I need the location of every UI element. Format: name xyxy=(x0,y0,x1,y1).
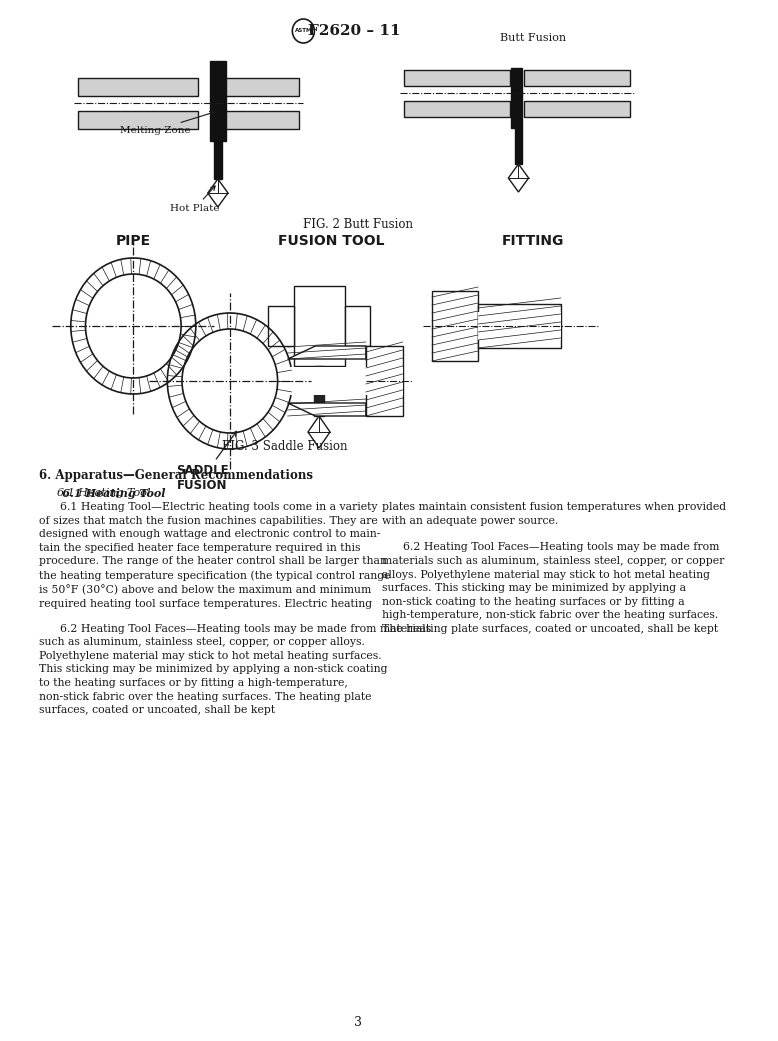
Bar xyxy=(432,291,478,361)
Text: 6.1 Heating Tool: 6.1 Heating Tool xyxy=(57,488,150,498)
FancyBboxPatch shape xyxy=(405,70,510,86)
Text: Melting Zone: Melting Zone xyxy=(120,111,214,135)
Text: FITTING: FITTING xyxy=(502,234,564,248)
Bar xyxy=(268,306,294,346)
Bar xyxy=(288,367,403,395)
Text: FIG. 3 Saddle Fusion: FIG. 3 Saddle Fusion xyxy=(223,439,348,453)
Bar xyxy=(515,128,522,164)
Bar xyxy=(511,68,522,128)
Bar xyxy=(366,346,403,416)
Text: 6.2 Heating Tool Faces—Heating tools may be made from materials
such as aluminum: 6.2 Heating Tool Faces—Heating tools may… xyxy=(39,624,431,715)
Bar xyxy=(214,141,222,179)
Bar xyxy=(478,312,561,340)
Text: FUSION TOOL: FUSION TOOL xyxy=(278,234,384,248)
FancyBboxPatch shape xyxy=(524,70,629,86)
Polygon shape xyxy=(288,403,366,416)
Polygon shape xyxy=(308,416,330,448)
Bar xyxy=(209,61,226,141)
Text: ASTM: ASTM xyxy=(295,28,312,33)
Text: F2620 – 11: F2620 – 11 xyxy=(307,24,400,39)
Text: SADDLE
FUSION: SADDLE FUSION xyxy=(176,431,237,492)
FancyBboxPatch shape xyxy=(78,111,198,129)
Text: Hot Plate: Hot Plate xyxy=(170,186,219,213)
Text: PIPE: PIPE xyxy=(116,234,151,248)
FancyBboxPatch shape xyxy=(225,78,299,96)
FancyBboxPatch shape xyxy=(405,101,510,117)
FancyBboxPatch shape xyxy=(225,111,299,129)
Bar xyxy=(478,304,561,348)
Bar xyxy=(294,286,345,366)
Text: 6.1 Heating Tool—Electric heating tools come in a variety
of sizes that match th: 6.1 Heating Tool—Electric heating tools … xyxy=(39,502,390,609)
Text: 6.2 Heating Tool Faces—Heating tools may be made from
materials such as aluminum: 6.2 Heating Tool Faces—Heating tools may… xyxy=(381,542,724,634)
FancyBboxPatch shape xyxy=(524,101,629,117)
Text: Butt Fusion: Butt Fusion xyxy=(500,33,566,43)
Polygon shape xyxy=(208,179,228,207)
FancyBboxPatch shape xyxy=(78,78,198,96)
Bar xyxy=(345,306,370,346)
Text: 3: 3 xyxy=(353,1016,362,1030)
Polygon shape xyxy=(288,346,366,359)
Text: 6.1 Heating Tool: 6.1 Heating Tool xyxy=(39,488,165,499)
Polygon shape xyxy=(508,164,528,192)
Bar xyxy=(314,366,324,416)
Text: FIG. 2 Butt Fusion: FIG. 2 Butt Fusion xyxy=(303,218,412,230)
Text: 6. Apparatus—General Recommendations: 6. Apparatus—General Recommendations xyxy=(39,469,313,482)
Text: plates maintain consistent fusion temperatures when provided
with an adequate po: plates maintain consistent fusion temper… xyxy=(381,502,726,526)
